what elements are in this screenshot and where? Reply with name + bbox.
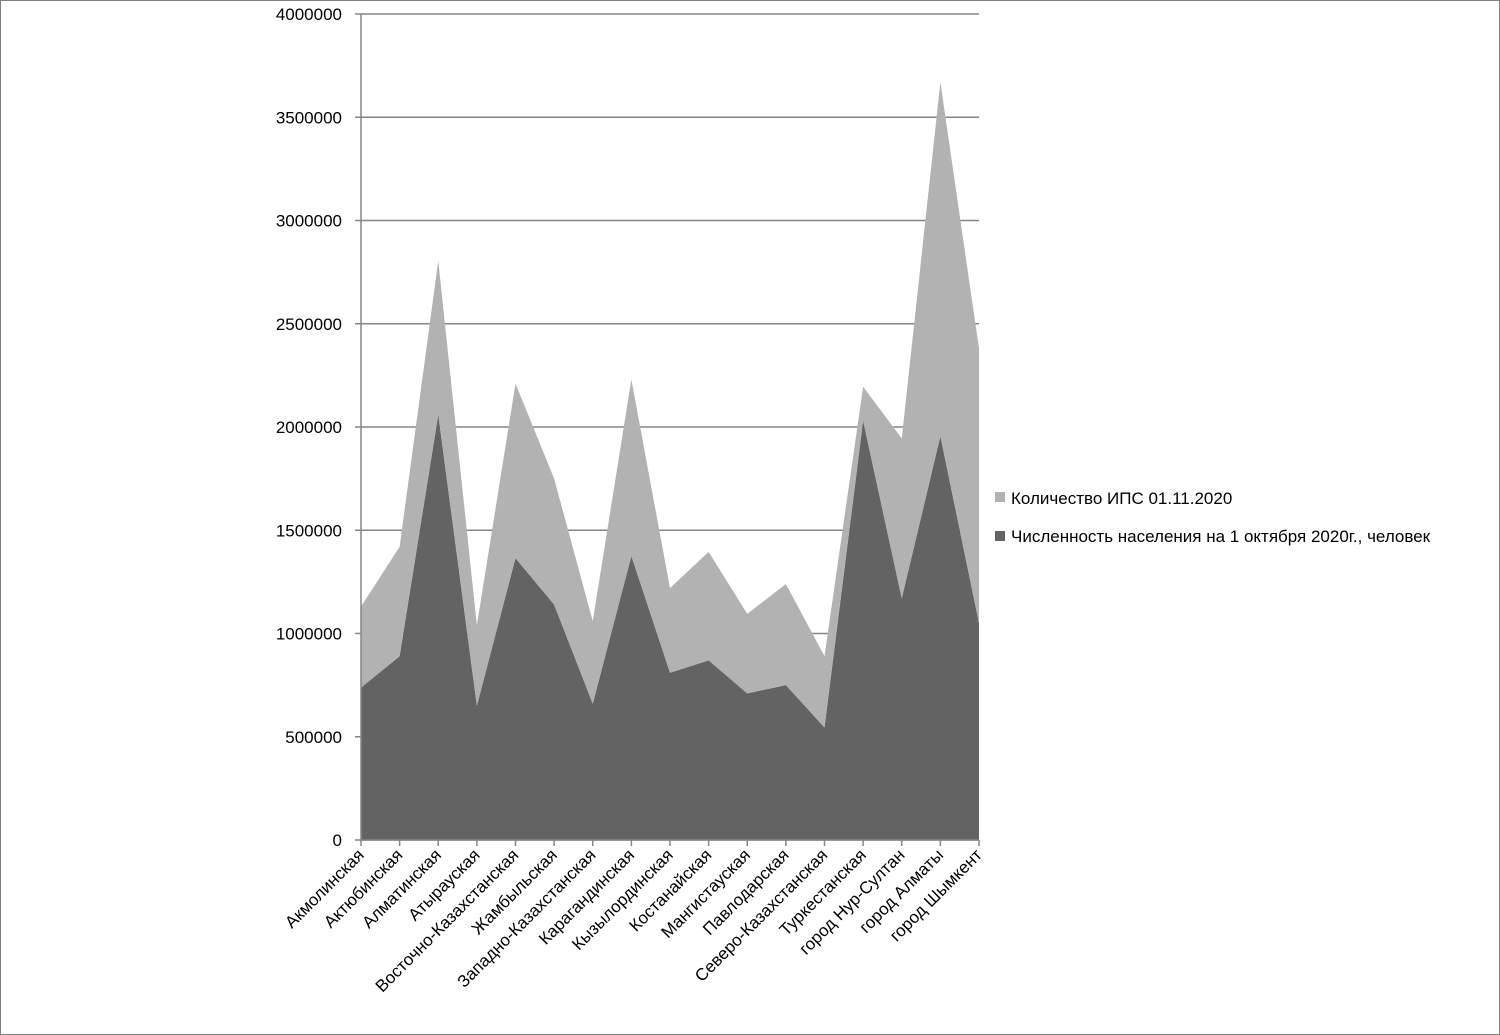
y-tick-label: 3500000 [276, 108, 342, 127]
area-series-ips [361, 82, 979, 728]
y-tick-label: 2000000 [276, 418, 342, 437]
area-series-population [361, 414, 979, 840]
y-tick-label: 1500000 [276, 521, 342, 540]
y-tick-label: 500000 [285, 728, 342, 747]
area-series [361, 82, 979, 840]
y-tick-label: 4000000 [276, 5, 342, 24]
y-tick-label: 3000000 [276, 212, 342, 231]
y-axis-tick-labels: 0 500000 1000000 1500000 2000000 2500000 30000… [276, 5, 342, 850]
y-tick-label: 0 [333, 831, 342, 850]
axes [355, 13, 980, 846]
y-tick-label: 2500000 [276, 315, 342, 334]
legend-label-population: Численность населения на 1 октября 2020г… [1011, 527, 1431, 546]
legend-swatch-ips [995, 492, 1005, 502]
legend-swatch-population [995, 531, 1005, 541]
x-axis-tick-labels: АкмолинскаяАктюбинскаяАлматинскаяАтыраус… [281, 845, 986, 996]
y-tick-label: 1000000 [276, 625, 342, 644]
legend-label-ips: Количество ИПС 01.11.2020 [1011, 489, 1232, 508]
legend: Количество ИПС 01.11.2020 Численность на… [995, 489, 1431, 546]
